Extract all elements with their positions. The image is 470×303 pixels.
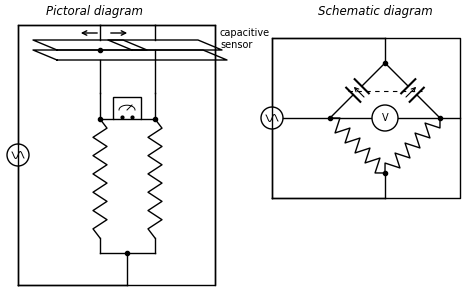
Bar — [113, 97, 141, 119]
Text: Pictoral diagram: Pictoral diagram — [47, 5, 143, 18]
Text: capacitive
sensor: capacitive sensor — [220, 28, 270, 50]
Text: Schematic diagram: Schematic diagram — [318, 5, 432, 18]
Text: V: V — [382, 113, 388, 123]
Circle shape — [372, 105, 398, 131]
